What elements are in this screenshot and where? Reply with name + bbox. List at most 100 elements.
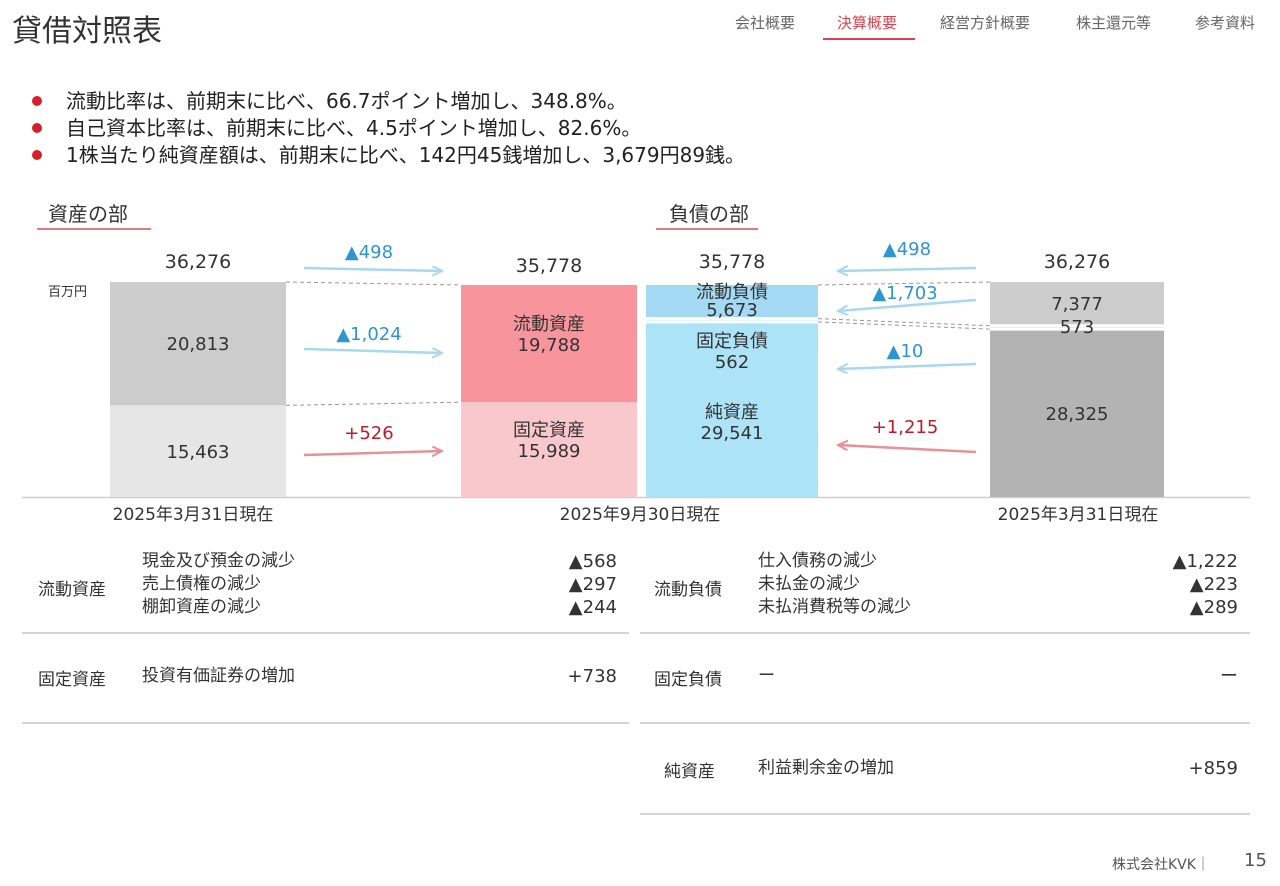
bar-segment <box>110 405 286 497</box>
page-title: 貸借対照表 <box>12 14 162 49</box>
table-item-value: ▲223 <box>1189 574 1238 595</box>
table-item-value: ー <box>1220 666 1238 687</box>
segment-value-label: 562 <box>715 352 749 373</box>
change-arrow <box>303 268 442 271</box>
bar-segment <box>110 282 286 406</box>
change-arrow <box>838 298 977 311</box>
active-tab-indicator <box>823 38 915 40</box>
table-item-label: 未払金の減少 <box>758 574 860 594</box>
bar-separator <box>990 327 1164 331</box>
segment-value-label: 29,541 <box>701 423 764 444</box>
column-date-label: 2025年3月31日現在 <box>113 505 274 525</box>
table-item-value: ▲1,222 <box>1172 551 1238 572</box>
segment-value-label: 28,325 <box>1046 404 1109 425</box>
nav-tab-shareholder-returns[interactable]: 株主還元等 <box>1076 14 1152 32</box>
bar-segment <box>461 284 637 403</box>
table-item-value: ▲289 <box>1189 597 1238 618</box>
table-item-value: +738 <box>567 666 617 687</box>
segment-name-label: 純資産 <box>705 402 759 423</box>
table-values: ▲568 ▲297 ▲244 <box>569 550 617 619</box>
summary-bullets: 流動比率は、前期末に比べ、66.7ポイント増加し、348.8%。 自己資本比率は… <box>32 88 745 169</box>
bar-total-label: 35,778 <box>699 251 765 273</box>
segment-name-label: 流動資産 <box>513 314 585 335</box>
table-item-label: 利益剰余金の増加 <box>758 758 894 778</box>
table-items: 現金及び預金の減少 売上債権の減少 棚卸資産の減少 <box>142 550 295 619</box>
change-arrow <box>303 349 442 353</box>
segment-value-label: 19,788 <box>518 335 581 356</box>
segment-value-label: 573 <box>1060 317 1094 338</box>
table-category-current-liabilities: 流動負債 <box>654 580 722 600</box>
segment-value-label: 7,377 <box>1051 294 1103 315</box>
unit-label: 百万円 <box>48 285 87 300</box>
table-values: ▲1,222 ▲223 ▲289 <box>1173 550 1238 619</box>
change-value-label: +1,215 <box>872 417 939 438</box>
change-value-label: +526 <box>344 423 393 444</box>
table-item-label: 投資有価証券の増加 <box>142 666 295 686</box>
connector-dashed <box>817 321 991 330</box>
column-date-label: 2025年3月31日現在 <box>998 505 1159 525</box>
assets-section-label: 資産の部 <box>48 202 128 226</box>
table-divider <box>22 722 629 724</box>
connector-dashed <box>285 281 462 286</box>
bar-separator <box>646 317 818 321</box>
footer-company: 株式会社KVK｜ <box>1112 857 1210 873</box>
bar-total-label: 35,778 <box>516 255 582 277</box>
connector-dashed <box>285 401 462 406</box>
segment-value-label: 15,989 <box>518 441 581 462</box>
bar-segment <box>990 282 1164 326</box>
table-divider <box>640 813 1250 815</box>
table-item-value: ▲568 <box>568 551 617 572</box>
change-arrow <box>838 445 977 454</box>
connector-dashed <box>817 318 991 327</box>
bar-segment <box>646 284 818 319</box>
segment-value-label: 20,813 <box>167 334 230 355</box>
nav-tab-company[interactable]: 会社概要 <box>735 14 796 32</box>
table-category-current-assets: 流動資産 <box>38 580 106 600</box>
bar-segment <box>646 321 818 497</box>
change-arrow <box>303 451 442 455</box>
table-item-label: 仕入債務の減少 <box>758 551 877 571</box>
segment-name-label: 固定資産 <box>513 420 585 441</box>
nav-tab-management-policy[interactable]: 経営方針概要 <box>940 14 1031 32</box>
table-item-value: +859 <box>1188 758 1238 779</box>
assets-section-underline <box>37 228 151 230</box>
bullet-dot-icon <box>32 95 42 106</box>
table-item-label: ー <box>758 666 775 686</box>
change-value-label: ▲1,024 <box>336 324 401 345</box>
change-arrow <box>838 268 977 271</box>
bullet-dot-icon <box>32 122 42 133</box>
table-category-fixed-assets: 固定資産 <box>38 670 106 690</box>
change-value-label: ▲10 <box>887 341 924 362</box>
bullet-dot-icon <box>32 149 42 160</box>
table-category-fixed-liabilities: 固定負債 <box>654 670 722 690</box>
change-arrow <box>838 362 977 369</box>
table-items: 仕入債務の減少 未払金の減少 未払消費税等の減少 <box>758 550 911 619</box>
bar-segment <box>990 329 1164 497</box>
nav-tab-reference[interactable]: 参考資料 <box>1195 14 1256 32</box>
bullet-item: 流動比率は、前期末に比べ、66.7ポイント増加し、348.8%。 <box>32 88 745 115</box>
bar-segment <box>990 325 1164 330</box>
table-item-label: 売上債権の減少 <box>142 574 261 594</box>
bar-total-label: 36,276 <box>1044 251 1110 273</box>
table-item-label: 未払消費税等の減少 <box>758 597 911 617</box>
segment-value-label: 15,463 <box>167 442 230 463</box>
table-category-net-assets: 純資産 <box>664 762 715 782</box>
bar-separator <box>990 324 1164 328</box>
connector-dashed <box>817 281 991 286</box>
page-number: 15 <box>1244 850 1267 871</box>
table-item-label: 棚卸資産の減少 <box>142 597 261 617</box>
liabilities-section-underline <box>656 228 758 230</box>
bar-total-label: 36,276 <box>165 251 231 273</box>
segment-name-label: 固定負債 <box>696 331 768 352</box>
bar-separator <box>646 320 818 324</box>
column-date-label: 2025年9月30日現在 <box>560 505 721 525</box>
bullet-item: 1株当たり純資産額は、前期末に比べ、142円45銭増加し、3,679円89銭。 <box>32 142 745 169</box>
change-value-label: ▲1,703 <box>872 283 937 304</box>
table-divider <box>640 722 1250 724</box>
change-value-label: ▲498 <box>345 242 393 263</box>
table-item-value: ▲297 <box>568 574 617 595</box>
change-value-label: ▲498 <box>883 239 931 260</box>
nav-tab-financial-summary[interactable]: 決算概要 <box>837 14 898 32</box>
liabilities-section-label: 負債の部 <box>669 202 749 226</box>
table-divider <box>640 632 1250 634</box>
